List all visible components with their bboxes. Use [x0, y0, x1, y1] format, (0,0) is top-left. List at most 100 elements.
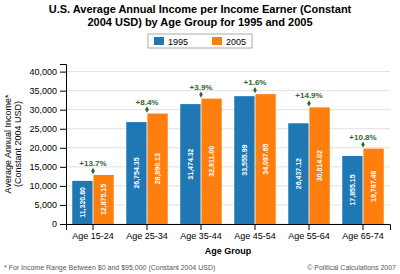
x-tick: Age 45-54 [234, 224, 276, 241]
y-tick-label: 30,000 [29, 105, 57, 115]
y-tick-label: 5,000 [34, 200, 57, 210]
x-tick: Age 55-64 [288, 224, 330, 241]
pct-marker [253, 87, 257, 93]
footnote: * For Income Range Between $0 and $95,00… [4, 264, 215, 272]
plot: 11,320.80 26,754.35 31,474.32 33,555.99 26,4… [29, 65, 390, 242]
bar [93, 175, 113, 224]
grid-line [66, 128, 390, 129]
y-tick-mark [60, 224, 66, 225]
y-axis-title: Average Annual Income*(Constant 2004 USD… [3, 94, 23, 193]
y-axis-title-line: (Constant 2004 USD) [13, 101, 23, 187]
bar [201, 99, 221, 224]
grid-line [66, 147, 390, 148]
x-tick-mark [309, 224, 310, 230]
grid-line [66, 109, 390, 110]
bar [342, 156, 362, 224]
bar [255, 94, 275, 224]
x-tick-mark [363, 224, 364, 230]
x-tick: Age 15-24 [72, 224, 114, 241]
legend-label: 2005 [226, 37, 246, 47]
grid-line [66, 166, 390, 167]
data-label: 30,614.02 [316, 150, 324, 181]
legend: 1995 2005 [148, 34, 252, 48]
grid-line [66, 204, 390, 205]
legend-label: 1995 [168, 37, 188, 47]
x-tick-label: Age 55-64 [288, 231, 330, 241]
y-tick-mark [60, 110, 66, 111]
legend-item: 2005 [212, 37, 246, 47]
bar [180, 104, 200, 224]
y-tick: 30,000 [29, 105, 66, 115]
y-tick: 5,000 [34, 200, 66, 210]
x-tick: Age 35-44 [180, 224, 222, 241]
annotation: +14.9% [295, 91, 322, 100]
x-tick-label: Age 45-54 [234, 231, 276, 241]
y-tick: 20,000 [29, 143, 66, 153]
y-tick-label: 40,000 [29, 67, 57, 77]
legend-frame [148, 34, 252, 48]
y-axis-line [60, 65, 67, 225]
y-tick-label: 0 [52, 219, 57, 229]
x-tick-mark [147, 224, 148, 230]
y-axis: 0 5,000 10,000 15,000 20,000 25,000 30,000 35,0… [29, 65, 66, 230]
bar [309, 107, 329, 224]
legend-item: 1995 [154, 37, 188, 47]
y-axis-title-line: Average Annual Income* [3, 94, 13, 193]
y-tick: 25,000 [29, 124, 66, 134]
annotation: +3.9% [190, 83, 213, 92]
x-axis-title: Age Group [205, 246, 252, 256]
y-tick-label: 15,000 [29, 162, 57, 172]
data-label: 33,555.99 [241, 144, 249, 175]
title-line: 2004 USD) by Age Group for 1995 and 2005 [87, 16, 312, 28]
y-tick-label: 20,000 [29, 143, 57, 153]
grid [66, 72, 390, 224]
y-tick-mark [60, 148, 66, 149]
legend-swatch [212, 37, 222, 45]
pct-marker [145, 106, 149, 112]
data-label: 17,855.15 [349, 174, 357, 205]
footnote: © Political Calculations 2007 [307, 264, 396, 271]
bar [288, 123, 308, 224]
y-tick-mark [60, 167, 66, 168]
y-tick: 35,000 [29, 86, 66, 96]
bars [72, 94, 384, 224]
pct-marker [307, 100, 311, 106]
x-tick-label: Age 35-44 [180, 231, 222, 241]
annotations: +13.7%+8.4%+3.9%+1.6%+14.9%+10.8% [79, 78, 376, 174]
data-label: 31,474.32 [187, 148, 195, 179]
annotation: +8.4% [136, 98, 159, 107]
y-tick-mark [60, 205, 66, 206]
chart-svg: U.S. Average Annual Income per Income Ea… [0, 0, 400, 274]
y-tick: 0 [52, 219, 66, 229]
y-tick-mark [60, 129, 66, 130]
title: U.S. Average Annual Income per Income Ea… [49, 3, 352, 28]
y-tick: 10,000 [29, 181, 66, 191]
data-label: 11,320.80 [79, 187, 87, 218]
x-tick: Age 65-74 [342, 224, 384, 241]
title-line: U.S. Average Annual Income per Income Ea… [49, 3, 352, 15]
pct-marker [199, 91, 203, 97]
bar [126, 122, 146, 224]
bar [234, 96, 254, 224]
x-tick-mark [93, 224, 94, 230]
data-label: 32,911.00 [208, 146, 216, 177]
x-tick-label: Age 65-74 [342, 231, 384, 241]
annotation: +1.6% [244, 78, 267, 87]
annotation: +10.8% [349, 133, 376, 142]
bar [72, 181, 92, 224]
y-tick: 15,000 [29, 162, 66, 172]
x-axis-line [67, 225, 391, 231]
y-tick-label: 35,000 [29, 86, 57, 96]
x-tick-mark [201, 224, 202, 230]
y-tick: 40,000 [29, 67, 66, 77]
data-label: 26,754.35 [133, 157, 141, 188]
data-label: 19,787.48 [370, 171, 378, 202]
grid-line [66, 185, 390, 186]
grid-line [66, 90, 390, 91]
x-axis: Age 15-24Age 25-34Age 35-44Age 45-54Age … [67, 224, 391, 241]
y-tick-label: 25,000 [29, 124, 57, 134]
y-tick-mark [60, 186, 66, 187]
legend-swatch [154, 37, 164, 45]
data-label: 26,437.12 [295, 158, 303, 189]
y-tick-mark [60, 72, 66, 73]
